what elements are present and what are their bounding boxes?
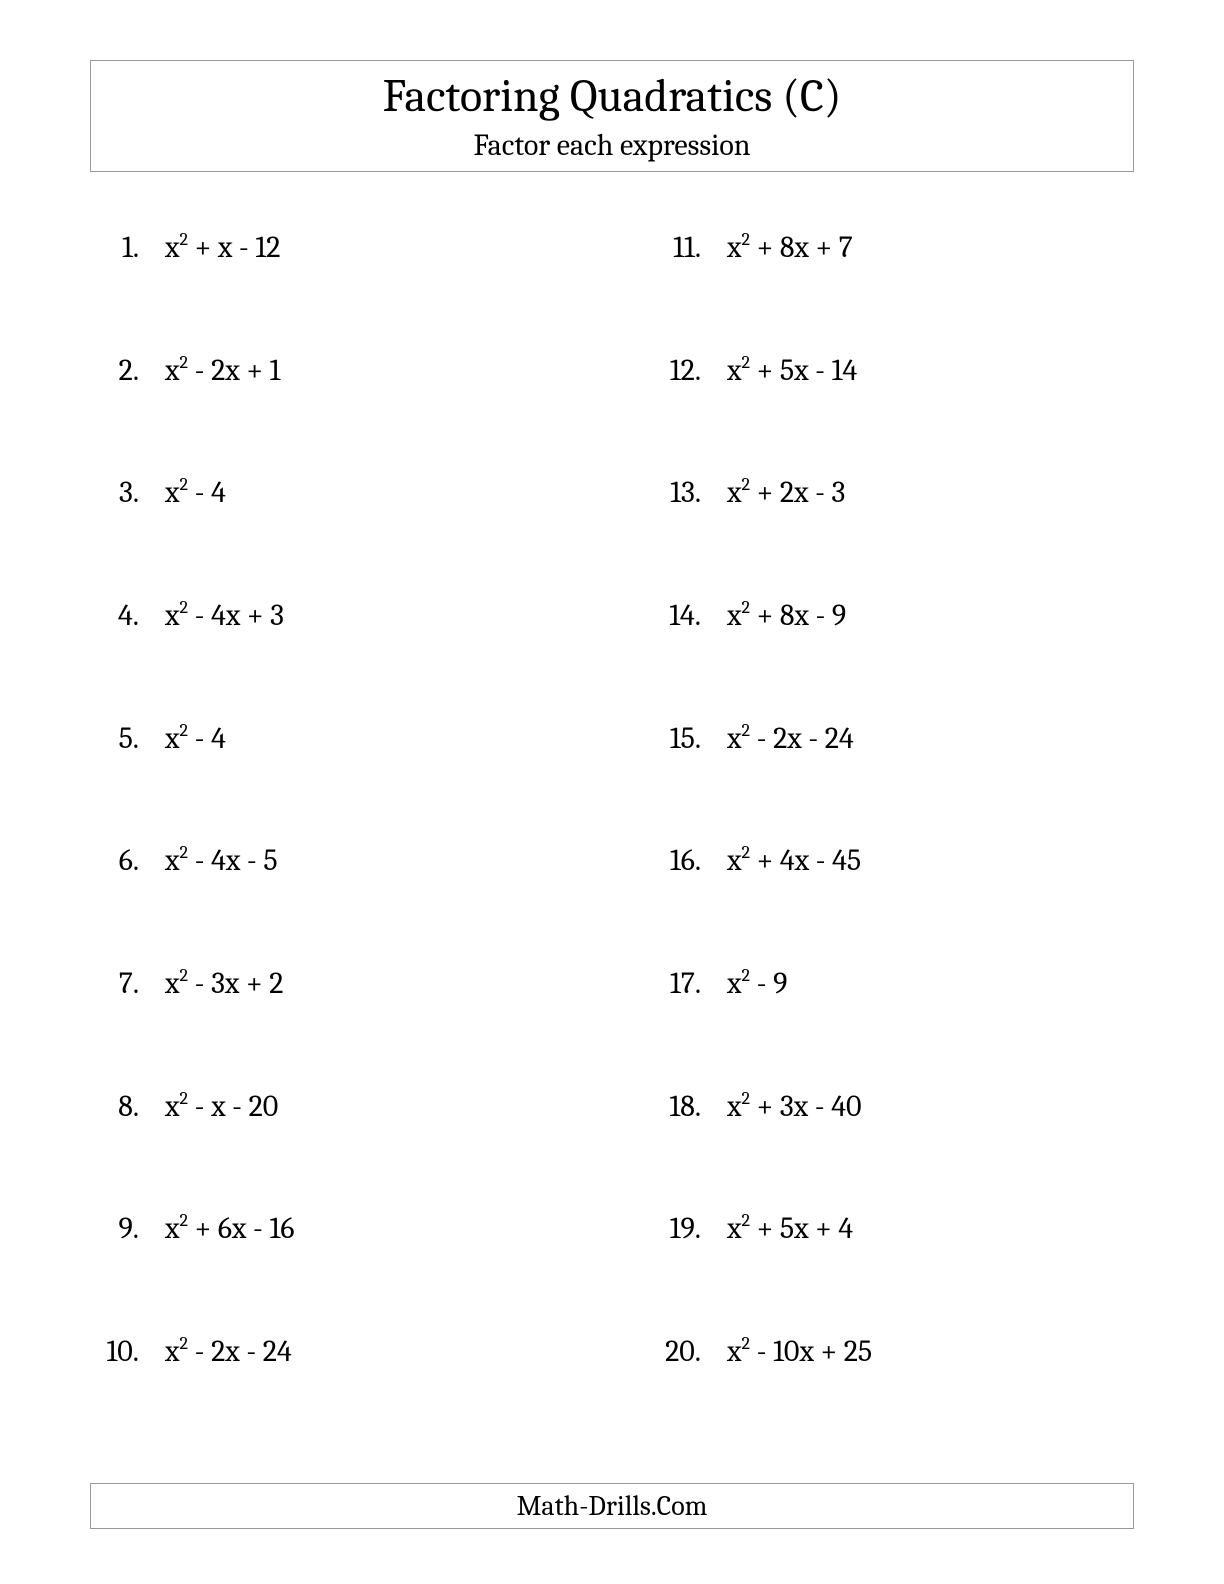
problem-number: 6. (90, 843, 165, 878)
problem-expression: x2 - 4 (165, 721, 226, 756)
problem-row: 13. x2 + 2x - 3 (652, 475, 1134, 585)
problem-number: 10. (90, 1334, 165, 1369)
problem-row: 14. x2 + 8x - 9 (652, 598, 1134, 708)
problem-row: 8. x2 - x - 20 (90, 1089, 572, 1199)
problem-expression: x2 - 9 (727, 966, 787, 1001)
problem-row: 19. x2 + 5x + 4 (652, 1211, 1134, 1321)
problems-container: 1. x2 + x - 12 2. x2 - 2x + 1 3. x2 - 4 … (90, 230, 1134, 1444)
problem-row: 2. x2 - 2x + 1 (90, 353, 572, 463)
problem-expression: x2 - 10x + 25 (727, 1334, 872, 1369)
problem-number: 5. (90, 721, 165, 756)
problem-expression: x2 - 2x + 1 (165, 353, 280, 388)
problem-number: 8. (90, 1089, 165, 1124)
problem-row: 1. x2 + x - 12 (90, 230, 572, 340)
problem-number: 1. (90, 230, 165, 265)
problem-number: 11. (652, 230, 727, 265)
problem-expression: x2 + 4x - 45 (727, 843, 861, 878)
problem-number: 20. (652, 1334, 727, 1369)
problem-row: 3. x2 - 4 (90, 475, 572, 585)
problem-row: 6. x2 - 4x - 5 (90, 843, 572, 953)
problem-number: 7. (90, 966, 165, 1001)
problem-number: 13. (652, 475, 727, 510)
problem-expression: x2 + x - 12 (165, 230, 280, 265)
problem-expression: x2 - 2x - 24 (727, 721, 854, 756)
problem-row: 4. x2 - 4x + 3 (90, 598, 572, 708)
problem-row: 10. x2 - 2x - 24 (90, 1334, 572, 1444)
problem-row: 18. x2 + 3x - 40 (652, 1089, 1134, 1199)
problem-expression: x2 - 4x - 5 (165, 843, 278, 878)
problem-number: 3. (90, 475, 165, 510)
page-title: Factoring Quadratics (C) (91, 69, 1133, 124)
problem-number: 16. (652, 843, 727, 878)
problem-number: 15. (652, 721, 727, 756)
problem-number: 2. (90, 353, 165, 388)
problem-number: 18. (652, 1089, 727, 1124)
problems-column-right: 11. x2 + 8x + 7 12. x2 + 5x - 14 13. x2 … (612, 230, 1134, 1444)
problem-expression: x2 - 4x + 3 (165, 598, 284, 633)
problem-number: 4. (90, 598, 165, 633)
problem-row: 16. x2 + 4x - 45 (652, 843, 1134, 953)
problem-row: 20. x2 - 10x + 25 (652, 1334, 1134, 1444)
problem-expression: x2 - 2x - 24 (165, 1334, 292, 1369)
problem-number: 9. (90, 1211, 165, 1246)
problem-expression: x2 + 6x - 16 (165, 1211, 294, 1246)
problem-expression: x2 - 4 (165, 475, 226, 510)
page-subtitle: Factor each expression (91, 128, 1133, 163)
problem-number: 12. (652, 353, 727, 388)
header-box: Factoring Quadratics (C) Factor each exp… (90, 60, 1134, 172)
problem-row: 9. x2 + 6x - 16 (90, 1211, 572, 1321)
problem-number: 14. (652, 598, 727, 633)
problem-row: 7. x2 - 3x + 2 (90, 966, 572, 1076)
problem-row: 11. x2 + 8x + 7 (652, 230, 1134, 340)
problem-row: 12. x2 + 5x - 14 (652, 353, 1134, 463)
problem-number: 19. (652, 1211, 727, 1246)
problem-row: 5. x2 - 4 (90, 721, 572, 831)
problem-expression: x2 - 3x + 2 (165, 966, 283, 1001)
problem-expression: x2 + 8x - 9 (727, 598, 846, 633)
problem-expression: x2 + 5x - 14 (727, 353, 857, 388)
problem-number: 17. (652, 966, 727, 1001)
problem-expression: x2 + 3x - 40 (727, 1089, 861, 1124)
footer-text: Math-Drills.Com (91, 1490, 1133, 1522)
problem-expression: x2 + 8x + 7 (727, 230, 853, 265)
problem-row: 15. x2 - 2x - 24 (652, 721, 1134, 831)
problem-expression: x2 + 5x + 4 (727, 1211, 853, 1246)
problems-column-left: 1. x2 + x - 12 2. x2 - 2x + 1 3. x2 - 4 … (90, 230, 612, 1444)
problem-row: 17. x2 - 9 (652, 966, 1134, 1076)
problem-expression: x2 + 2x - 3 (727, 475, 845, 510)
problem-expression: x2 - x - 20 (165, 1089, 278, 1124)
footer-box: Math-Drills.Com (90, 1483, 1134, 1529)
